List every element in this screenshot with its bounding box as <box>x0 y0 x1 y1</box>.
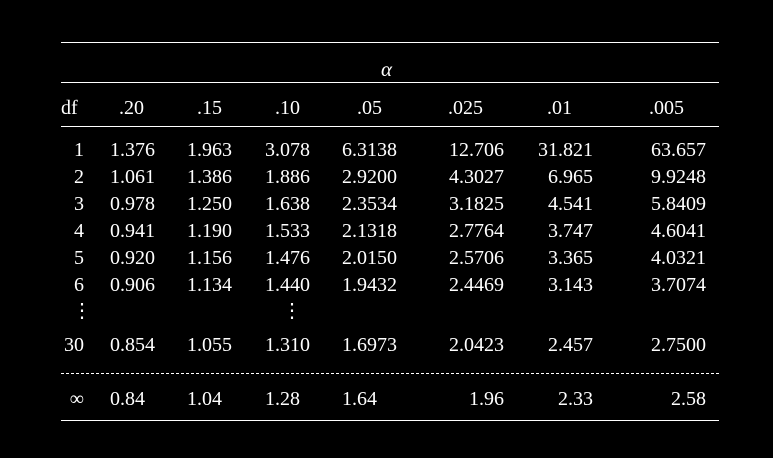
dashed-rule <box>61 373 719 374</box>
value-cell: 1.310 <box>265 334 310 356</box>
df-cell: 4 <box>74 220 84 242</box>
alpha-header-10: .10 <box>275 97 300 119</box>
value-cell: 1.134 <box>187 274 232 296</box>
value-cell: 1.638 <box>265 193 310 215</box>
value-cell: 1.6973 <box>342 334 397 356</box>
value-cell: 2.0150 <box>342 247 397 269</box>
df-cell: ∞ <box>69 388 84 410</box>
value-cell: 0.854 <box>110 334 155 356</box>
value-cell: 4.0321 <box>651 247 706 269</box>
df-header: df <box>61 97 78 119</box>
value-cell: 3.1825 <box>449 193 504 215</box>
header-rule <box>61 126 719 127</box>
value-cell: 1.156 <box>187 247 232 269</box>
value-cell: 1.64 <box>342 388 377 410</box>
alpha-header-05: .05 <box>357 97 382 119</box>
value-cell: 4.6041 <box>651 220 706 242</box>
value-cell: 1.533 <box>265 220 310 242</box>
df-cell: 30 <box>64 334 84 356</box>
value-cell: 2.3534 <box>342 193 397 215</box>
value-cell: 1.440 <box>265 274 310 296</box>
value-cell: 2.7500 <box>651 334 706 356</box>
value-cell: 4.541 <box>548 193 593 215</box>
value-cell: 3.143 <box>548 274 593 296</box>
value-cell: 6.965 <box>548 166 593 188</box>
df-ellipsis: ⋮ <box>72 300 92 322</box>
value-cell: 2.457 <box>548 334 593 356</box>
value-cell: 0.84 <box>110 388 145 410</box>
value-cell: 2.58 <box>671 388 706 410</box>
df-cell: 2 <box>74 166 84 188</box>
value-cell: 1.04 <box>187 388 222 410</box>
value-cell: 9.9248 <box>651 166 706 188</box>
value-cell: 1.386 <box>187 166 232 188</box>
value-cell: 3.078 <box>265 139 310 161</box>
alpha-header-01: .01 <box>547 97 572 119</box>
value-cell: 1.061 <box>110 166 155 188</box>
value-cell: 2.1318 <box>342 220 397 242</box>
top-rule <box>61 42 719 43</box>
value-cell: 63.657 <box>651 139 706 161</box>
df-cell: 1 <box>74 139 84 161</box>
value-cell: 2.9200 <box>342 166 397 188</box>
value-cell: 1.28 <box>265 388 300 410</box>
alpha-header-025: .025 <box>448 97 483 119</box>
value-cell: 1.9432 <box>342 274 397 296</box>
value-cell: 0.941 <box>110 220 155 242</box>
value-cell: 2.33 <box>558 388 593 410</box>
value-cell: 1.250 <box>187 193 232 215</box>
df-cell: 5 <box>74 247 84 269</box>
value-cell: 0.906 <box>110 274 155 296</box>
value-cell: 0.920 <box>110 247 155 269</box>
value-cell: 1.96 <box>469 388 504 410</box>
value-cell: 2.0423 <box>449 334 504 356</box>
value-cell: 1.376 <box>110 139 155 161</box>
value-cell: 1.476 <box>265 247 310 269</box>
value-cell: 1.963 <box>187 139 232 161</box>
alpha-header-005: .005 <box>649 97 684 119</box>
df-cell: 3 <box>74 193 84 215</box>
value-cell: 3.747 <box>548 220 593 242</box>
value-cell: 4.3027 <box>449 166 504 188</box>
value-cell: 5.8409 <box>651 193 706 215</box>
value-cell: 2.7764 <box>449 220 504 242</box>
alpha-label: α <box>380 57 393 81</box>
value-cell: 1.055 <box>187 334 232 356</box>
value-cell: 0.978 <box>110 193 155 215</box>
alpha-rule <box>61 82 719 83</box>
value-cell: 12.706 <box>449 139 504 161</box>
value-cell: 31.821 <box>538 139 593 161</box>
value-cell: 2.4469 <box>449 274 504 296</box>
value-cell: 6.3138 <box>342 139 397 161</box>
alpha-header-15: .15 <box>197 97 222 119</box>
alpha-header-20: .20 <box>119 97 144 119</box>
value-cell: 3.365 <box>548 247 593 269</box>
df-cell: 6 <box>74 274 84 296</box>
bottom-rule <box>61 420 719 421</box>
value-cell: 3.7074 <box>651 274 706 296</box>
column-ellipsis: ⋮ <box>282 300 302 322</box>
value-cell: 1.190 <box>187 220 232 242</box>
value-cell: 2.5706 <box>449 247 504 269</box>
value-cell: 1.886 <box>265 166 310 188</box>
